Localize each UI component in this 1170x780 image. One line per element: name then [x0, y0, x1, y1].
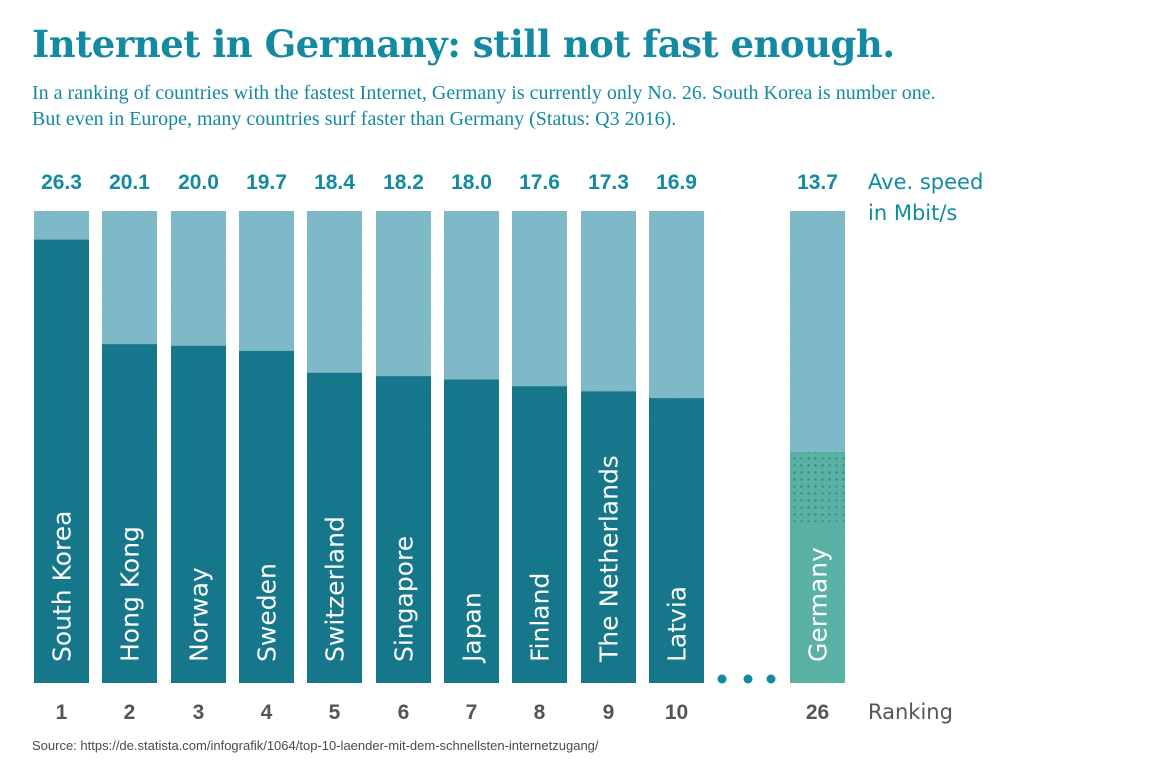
bar-latvia — [649, 398, 704, 683]
bar-switzerland — [307, 372, 362, 683]
rank-label-germany: 26 — [806, 701, 829, 724]
rank-label-latvia: 10 — [665, 701, 688, 724]
category-label-sweden: Sweden — [253, 563, 282, 662]
value-label-japan: 18.0 — [451, 171, 492, 194]
rank-label-singapore: 6 — [398, 701, 410, 724]
chart-subtitle: In a ranking of countries with the faste… — [32, 80, 1142, 132]
ellipsis-dot-2 — [743, 674, 753, 684]
source-note: Source: https://de.statista.com/infograf… — [32, 738, 599, 753]
bar-singapore — [376, 376, 431, 683]
category-label-singapore: Singapore — [390, 536, 419, 662]
category-label-latvia: Latvia — [663, 586, 692, 662]
value-label-norway: 20.0 — [178, 171, 219, 194]
value-label-germany: 13.7 — [797, 171, 838, 194]
rank-axis-label: Ranking — [868, 700, 953, 724]
rank-label-finland: 8 — [534, 701, 546, 724]
category-label-finland: Finland — [526, 573, 555, 662]
category-label-the-netherlands: The Netherlands — [595, 455, 624, 663]
bar-finland — [512, 386, 567, 683]
value-label-latvia: 16.9 — [656, 171, 697, 194]
bar-south-korea — [34, 239, 89, 683]
category-label-hong-kong: Hong Kong — [116, 526, 145, 662]
bar-the-netherlands — [581, 391, 636, 683]
rank-label-hong-kong: 2 — [124, 701, 136, 724]
rank-label-norway: 3 — [193, 701, 205, 724]
category-label-germany: Germany — [804, 547, 833, 662]
y-axis-label-line-2: in Mbit/s — [868, 201, 957, 225]
category-label-japan: Japan — [458, 592, 487, 664]
bar-sweden — [239, 350, 294, 683]
subtitle-line-1: In a ranking of countries with the faste… — [32, 82, 936, 104]
subtitle-line-2: But even in Europe, many countries surf … — [32, 108, 677, 130]
rank-label-switzerland: 5 — [329, 701, 341, 724]
rank-label-japan: 7 — [466, 701, 478, 724]
ellipsis-dot-3 — [766, 674, 776, 684]
value-label-finland: 17.6 — [519, 171, 560, 194]
category-label-norway: Norway — [185, 567, 214, 662]
value-label-the-netherlands: 17.3 — [588, 171, 629, 194]
category-label-switzerland: Switzerland — [321, 516, 350, 662]
bar-japan — [444, 379, 499, 683]
rank-label-south-korea: 1 — [56, 701, 68, 724]
value-label-switzerland: 18.4 — [314, 171, 355, 194]
y-axis-label-line-1: Ave. speed — [868, 170, 983, 194]
value-label-south-korea: 26.3 — [41, 171, 82, 194]
category-label-south-korea: South Korea — [48, 511, 77, 662]
bar-dots-germany — [790, 452, 845, 523]
bar-norway — [171, 345, 226, 683]
ellipsis-dot-1 — [717, 674, 727, 684]
value-label-hong-kong: 20.1 — [109, 171, 150, 194]
bar-hong-kong — [102, 344, 157, 683]
rank-label-the-netherlands: 9 — [603, 701, 615, 724]
value-label-sweden: 19.7 — [246, 171, 287, 194]
chart-title: Internet in Germany: still not fast enou… — [32, 22, 895, 66]
value-label-singapore: 18.2 — [383, 171, 424, 194]
rank-label-sweden: 4 — [261, 701, 273, 724]
